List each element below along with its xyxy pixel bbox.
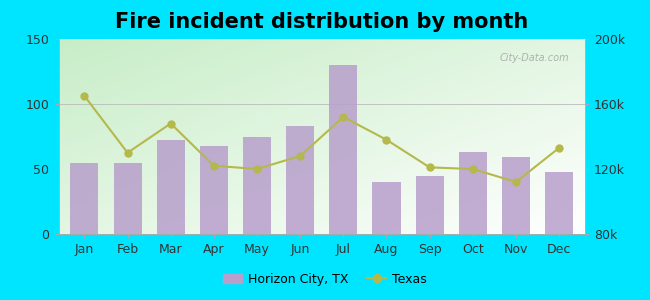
Bar: [114, 163, 142, 234]
Bar: [330, 65, 358, 234]
Bar: [502, 157, 530, 234]
Bar: [415, 176, 444, 234]
Bar: [372, 182, 400, 234]
Bar: [200, 146, 228, 234]
Bar: [545, 172, 573, 234]
Title: Fire incident distribution by month: Fire incident distribution by month: [115, 12, 528, 32]
Text: City-Data.com: City-Data.com: [500, 52, 569, 63]
Bar: [243, 136, 271, 234]
Bar: [70, 163, 98, 234]
Bar: [157, 140, 185, 234]
Bar: [459, 152, 487, 234]
Legend: Horizon City, TX, Texas: Horizon City, TX, Texas: [218, 268, 432, 291]
Bar: [286, 126, 314, 234]
